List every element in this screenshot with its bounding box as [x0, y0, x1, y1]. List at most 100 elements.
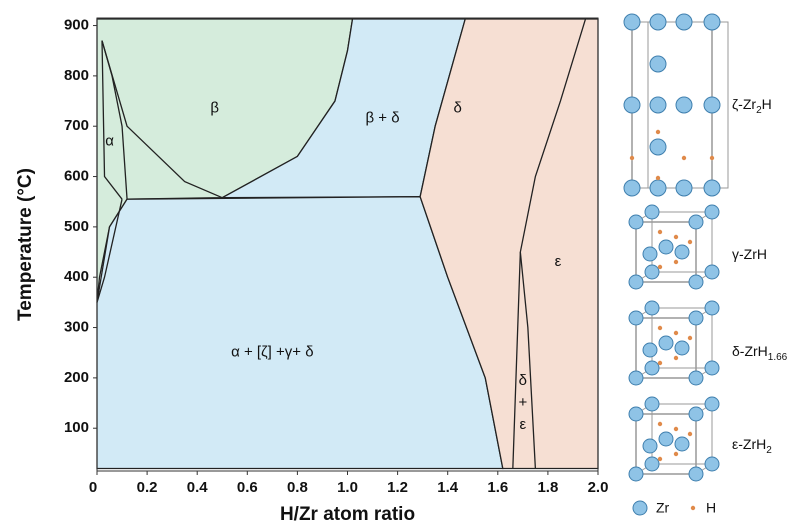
structure-label-part: ζ-Zr — [732, 96, 756, 112]
x-tick-label: 0.4 — [187, 479, 209, 496]
x-tick-label: 2.0 — [588, 479, 609, 496]
x-tick-label: 1.6 — [487, 479, 508, 496]
structure-label-part: 2 — [766, 445, 772, 456]
cell-edge — [632, 22, 712, 188]
structure-label-part: γ-ZrH — [732, 246, 767, 262]
h-atom — [656, 130, 660, 134]
region-label: α + [ζ] +γ+ δ — [231, 344, 313, 361]
zr-atom — [675, 341, 689, 355]
zr-atom — [629, 275, 643, 289]
legend-label: Zr — [656, 500, 670, 516]
y-tick-label: 100 — [64, 419, 89, 436]
h-atom — [688, 240, 692, 244]
zr-atom — [705, 265, 719, 279]
y-tick-label: 200 — [64, 369, 89, 386]
zr-atom — [650, 97, 666, 113]
zr-atom — [629, 467, 643, 481]
zr-atom — [643, 343, 657, 357]
zr-atom — [645, 265, 659, 279]
h-atom — [658, 422, 662, 426]
region-label: δ — [454, 100, 462, 117]
annotation: δ+ε — [518, 372, 527, 433]
x-tick-label: 0.2 — [137, 479, 158, 496]
y-tick-label: 400 — [64, 268, 89, 285]
zr-atom — [629, 215, 643, 229]
zr-atom — [704, 97, 720, 113]
x-tick-label: 1.8 — [537, 479, 558, 496]
structure-label: ζ-Zr2H — [732, 96, 772, 116]
zr-atom — [704, 180, 720, 196]
h-atom — [656, 176, 660, 180]
zr-atom — [675, 437, 689, 451]
zr-atom — [689, 311, 703, 325]
zr-atom — [705, 205, 719, 219]
h-atom — [674, 427, 678, 431]
h-atom — [658, 230, 662, 234]
annotation: α — [105, 132, 114, 149]
h-atom — [674, 331, 678, 335]
h-atom — [688, 336, 692, 340]
region-label: β + δ — [366, 110, 400, 127]
y-tick-label: 700 — [64, 117, 89, 134]
y-tick-label: 800 — [64, 67, 89, 84]
h-atom — [658, 457, 662, 461]
zr-atom — [650, 14, 666, 30]
structure-label: ε-ZrH2 — [732, 436, 772, 456]
legend-label: H — [706, 500, 716, 516]
structure-label: δ-ZrH1.66 — [732, 343, 788, 363]
zr-atom — [645, 361, 659, 375]
zr-atom — [659, 240, 673, 254]
structure-label-part: ε-ZrH — [732, 436, 766, 452]
zr-atom — [659, 336, 673, 350]
zr-atom — [643, 439, 657, 453]
zr-atom — [624, 14, 640, 30]
zr-atom — [705, 457, 719, 471]
h-atom — [658, 361, 662, 365]
h-atom — [688, 432, 692, 436]
h-atom — [674, 260, 678, 264]
zr-atom — [624, 97, 640, 113]
zr-atom — [650, 56, 666, 72]
structure-label-part: 1.66 — [768, 352, 788, 363]
h-atom — [658, 326, 662, 330]
x-tick-label: 0.8 — [287, 479, 308, 496]
h-atom — [674, 452, 678, 456]
zr-atom — [705, 301, 719, 315]
zr-atom — [705, 361, 719, 375]
zr-atom — [645, 457, 659, 471]
y-tick-label: 900 — [64, 17, 89, 34]
h-atom — [710, 156, 714, 160]
zr-atom — [645, 301, 659, 315]
zr-atom — [676, 180, 692, 196]
x-tick-label: 0.6 — [237, 479, 258, 496]
structure-label: γ-ZrH — [732, 246, 767, 262]
zr-atom — [689, 371, 703, 385]
zr-atom — [629, 371, 643, 385]
figure: ββ + δα + [ζ] +γ+ δδαεδ+ε100200300400500… — [0, 0, 804, 529]
annotation: ε — [555, 253, 562, 270]
h-atom — [674, 235, 678, 239]
x-tick-label: 1.2 — [387, 479, 408, 496]
zr-atom — [705, 397, 719, 411]
zr-atom — [689, 407, 703, 421]
zr-atom — [689, 215, 703, 229]
zr-atom — [659, 432, 673, 446]
y-tick-label: 600 — [64, 168, 89, 185]
structure-label-part: H — [762, 96, 772, 112]
zr-atom — [624, 180, 640, 196]
x-tick-label: 1.0 — [337, 479, 358, 496]
x-axis-title: H/Zr atom ratio — [280, 504, 415, 525]
structure-label-part: δ-ZrH — [732, 343, 768, 359]
zr-atom — [645, 205, 659, 219]
h-atom — [691, 506, 695, 510]
x-tick-label: 1.4 — [437, 479, 459, 496]
region-label: β — [210, 100, 219, 117]
h-atom — [682, 156, 686, 160]
y-tick-label: 300 — [64, 319, 89, 336]
zr-atom — [689, 275, 703, 289]
x-tick-label: 0 — [89, 479, 97, 496]
zr-atom — [650, 180, 666, 196]
zr-atom — [689, 467, 703, 481]
zr-atom — [643, 247, 657, 261]
zr-atom — [633, 501, 647, 515]
